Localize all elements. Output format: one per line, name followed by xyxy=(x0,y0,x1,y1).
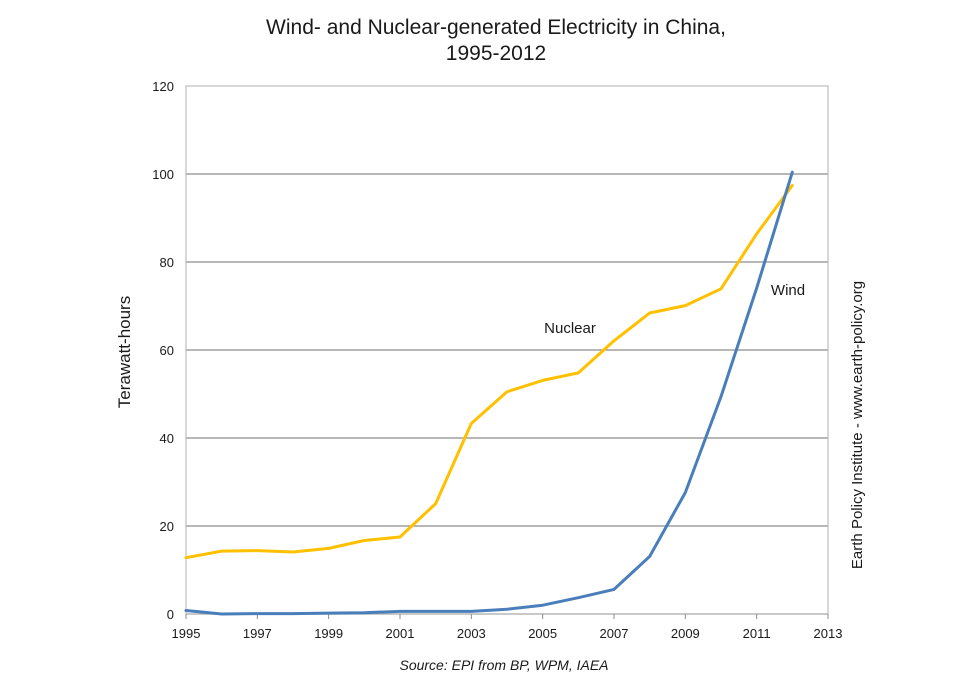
x-tick-label: 2001 xyxy=(386,626,415,641)
y-tick-label: 40 xyxy=(160,431,174,446)
x-tick-label: 2013 xyxy=(814,626,843,641)
x-tick-label: 1997 xyxy=(243,626,272,641)
y-axis-tick-labels: 0 20 40 60 80 100 120 xyxy=(152,79,174,622)
y-tick-label: 20 xyxy=(160,519,174,534)
x-tick-label: 1995 xyxy=(172,626,201,641)
gridlines xyxy=(186,173,828,615)
y-tick-label: 0 xyxy=(167,607,174,622)
x-tick-label: 2007 xyxy=(600,626,629,641)
y-tick-label: 80 xyxy=(160,255,174,270)
source-note: Source: EPI from BP, WPM, IAEA xyxy=(399,657,608,673)
y-tick-label: 100 xyxy=(152,167,174,182)
plot-area-border xyxy=(185,85,829,615)
x-axis-tick-marks xyxy=(185,614,829,619)
chart-title-line-2: 1995-2012 xyxy=(446,42,546,65)
series-label-wind: Wind xyxy=(771,282,805,299)
y-axis-label: Terawatt-hours xyxy=(115,296,134,408)
series-lines xyxy=(184,170,794,616)
y-tick-label: 60 xyxy=(160,343,174,358)
series-label-nuclear: Nuclear xyxy=(544,320,596,337)
y-tick-label: 120 xyxy=(152,79,174,94)
x-tick-label: 1999 xyxy=(314,626,343,641)
x-tick-label: 2003 xyxy=(457,626,486,641)
series-line-wind xyxy=(184,170,794,616)
credit-text: Earth Policy Institute - www.earth-polic… xyxy=(849,281,866,569)
series-line-nuclear xyxy=(184,183,794,560)
x-tick-label: 2009 xyxy=(671,626,700,641)
x-tick-label: 2011 xyxy=(743,626,771,641)
chart-title-line-1: Wind- and Nuclear-generated Electricity … xyxy=(266,16,726,39)
x-tick-label: 2005 xyxy=(528,626,557,641)
x-axis-tick-labels: 1995 1997 1999 2001 2003 2005 2007 2009 2011 2013 xyxy=(172,626,843,641)
